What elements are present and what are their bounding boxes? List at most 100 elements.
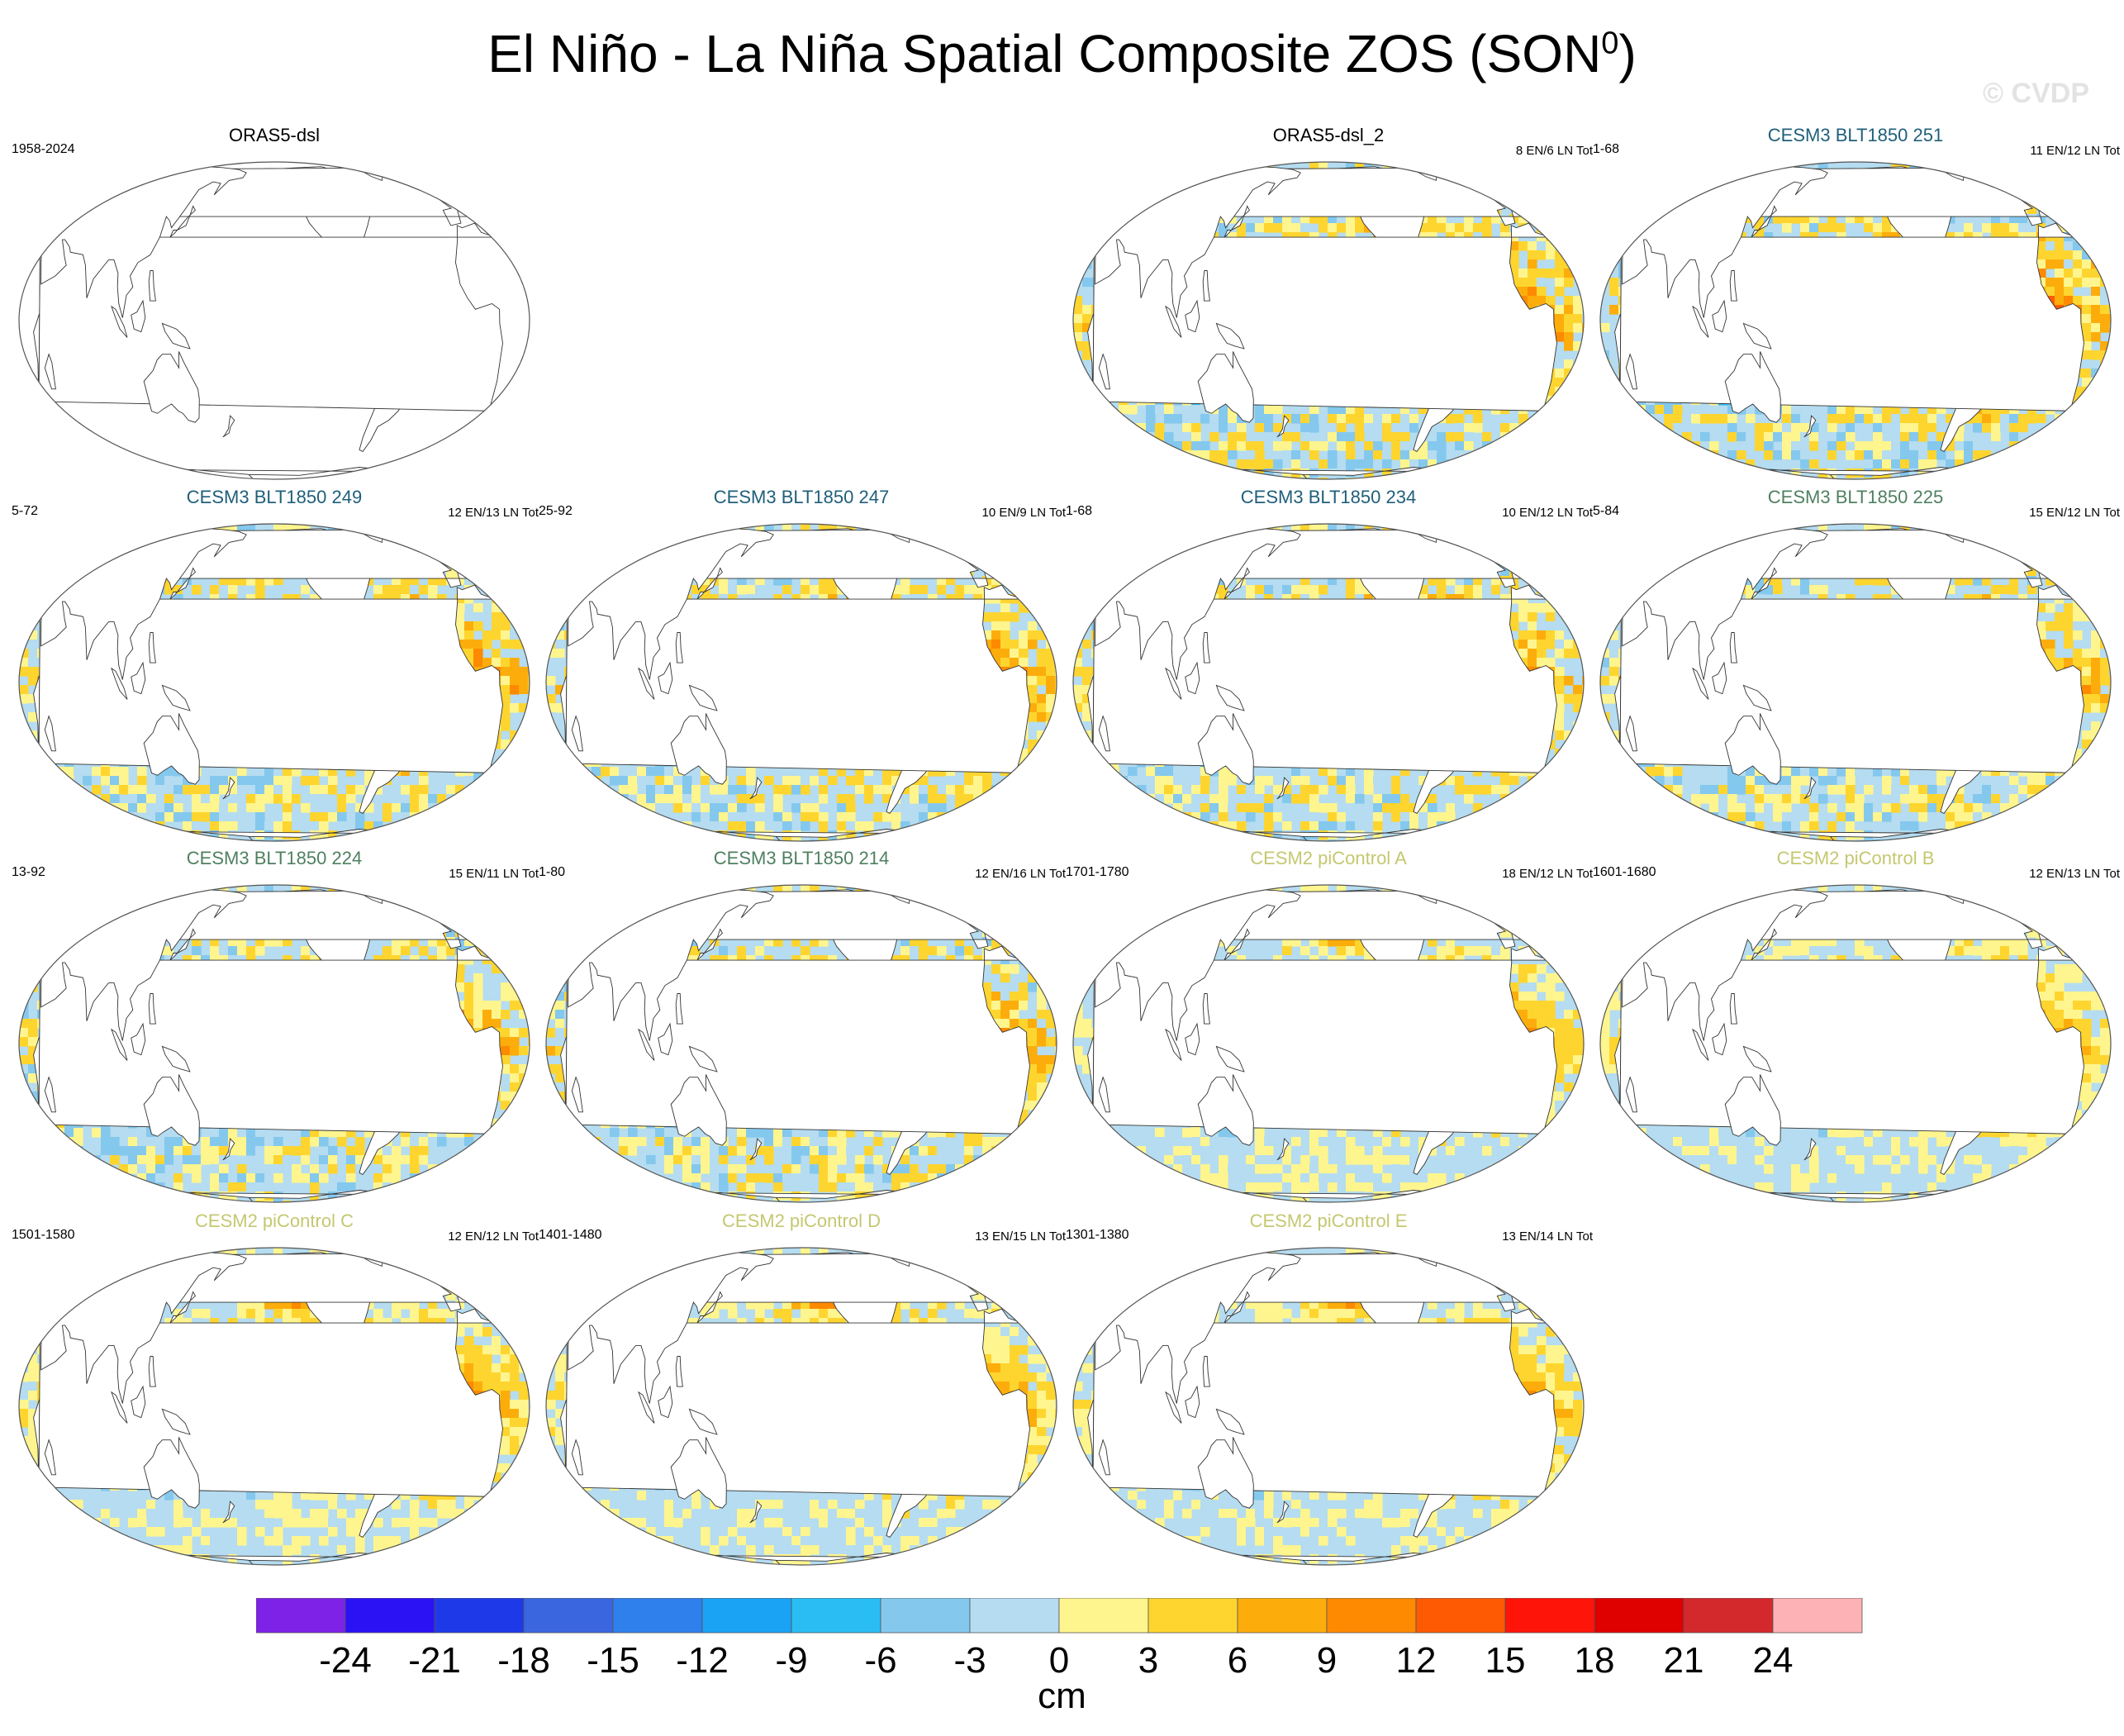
panel-period: 1701-1780 — [1066, 865, 1129, 880]
colorbar-tick-label: 12 — [1396, 1640, 1437, 1681]
map-panel: ORAS5-dsl_2 8 EN/6 LN Tot — [1064, 125, 1593, 488]
map — [18, 523, 530, 842]
colorbar-tick-label: -18 — [497, 1640, 550, 1681]
panel-title: CESM2 piControl D — [537, 1210, 1066, 1232]
panel-period: 1-68 — [1066, 504, 1092, 519]
panel-event-counts: 8 EN/6 LN Tot — [1516, 144, 1593, 158]
panel-period: 1-80 — [539, 865, 565, 880]
panel-period: 1301-1380 — [1066, 1228, 1129, 1243]
panel-title: CESM2 piControl B — [1591, 848, 2120, 869]
colorbar-tick-label: -24 — [319, 1640, 372, 1681]
colorbar-swatch — [434, 1598, 525, 1634]
map — [545, 1247, 1057, 1566]
colorbar-swatch — [1504, 1598, 1595, 1634]
map — [1072, 884, 1585, 1203]
map-panel: CESM3 BLT1850 234 1-68 10 EN/12 LN Tot — [1064, 487, 1593, 849]
map-panel: CESM3 BLT1850 249 5-72 12 EN/13 LN Tot — [10, 487, 539, 849]
map-panel: CESM3 BLT1850 214 1-80 12 EN/16 LN Tot — [537, 848, 1066, 1210]
map — [1599, 523, 2112, 842]
colorbar-tick-label: 21 — [1664, 1640, 1704, 1681]
colorbar-tick-label: 9 — [1317, 1640, 1337, 1681]
colorbar-swatch — [1594, 1598, 1684, 1634]
panel-period: 1601-1680 — [1593, 865, 1656, 880]
colorbar-swatch — [969, 1598, 1060, 1634]
map-panel: CESM2 piControl E 1301-1380 13 EN/14 LN To… — [1064, 1210, 1593, 1573]
panel-event-counts: 13 EN/15 LN Tot — [975, 1229, 1066, 1244]
title-text: El Niño - La Niña Spatial Composite ZOS … — [487, 24, 1601, 83]
panel-event-counts: 13 EN/14 LN Tot — [1502, 1229, 1593, 1244]
colorbar-tick-label: 24 — [1753, 1640, 1794, 1681]
panel-period: 5-72 — [12, 504, 38, 519]
panel-title: CESM2 piControl A — [1064, 848, 1593, 869]
panel-event-counts: 15 EN/12 LN Tot — [2029, 506, 2120, 520]
map-panel: CESM3 BLT1850 251 1-68 11 EN/12 LN Tot — [1591, 125, 2120, 488]
panel-period: 5-84 — [1593, 504, 1619, 519]
map — [1072, 523, 1585, 842]
colorbar-tick-label: 6 — [1228, 1640, 1247, 1681]
map — [18, 161, 530, 480]
colorbar-swatch — [880, 1598, 971, 1634]
map-panel: CESM3 BLT1850 247 25-92 10 EN/9 LN Tot — [537, 487, 1066, 849]
panel-title: CESM3 BLT1850 247 — [537, 487, 1066, 508]
colorbar-tick-label: -3 — [953, 1640, 986, 1681]
colorbar-tick-label: -9 — [775, 1640, 807, 1681]
panel-title: CESM3 BLT1850 225 — [1591, 487, 2120, 508]
panel-title: ORAS5-dsl — [10, 125, 539, 146]
colorbar-swatch — [701, 1598, 792, 1634]
colorbar-swatch — [1683, 1598, 1774, 1634]
colorbar-swatch — [791, 1598, 881, 1634]
colorbar-tick-label: 15 — [1485, 1640, 1526, 1681]
panel-event-counts: 18 EN/12 LN Tot — [1502, 867, 1593, 881]
colorbar-swatch — [1237, 1598, 1328, 1634]
panel-event-counts: 12 EN/13 LN Tot — [2029, 867, 2120, 881]
colorbar-swatch — [256, 1598, 346, 1634]
panel-event-counts: 12 EN/12 LN Tot — [448, 1229, 539, 1244]
colorbar-swatch — [1148, 1598, 1238, 1634]
colorbar-unit: cm — [0, 1676, 2124, 1717]
colorbar-tick-label: 0 — [1049, 1640, 1069, 1681]
colorbar-swatch — [1058, 1598, 1149, 1634]
colorbar-swatch — [344, 1598, 435, 1634]
panel-period: 1958-2024 — [12, 142, 75, 157]
panel-event-counts: 15 EN/11 LN Tot — [449, 867, 539, 881]
colorbar-swatch — [523, 1598, 614, 1634]
title-superscript: 0 — [1601, 26, 1618, 61]
panel-period: 1-68 — [1593, 142, 1619, 157]
panel-title: CESM2 piControl E — [1064, 1210, 1593, 1232]
title-close: ) — [1618, 24, 1636, 83]
figure-title: El Niño - La Niña Spatial Composite ZOS … — [0, 23, 2124, 84]
map-panel: CESM2 piControl A 1701-1780 18 EN/12 LN To… — [1064, 848, 1593, 1210]
map — [1599, 161, 2112, 480]
colorbar-swatch — [1326, 1598, 1417, 1634]
panel-period: 1501-1580 — [12, 1228, 75, 1243]
panel-title: CESM2 piControl C — [10, 1210, 539, 1232]
panel-event-counts: 11 EN/12 LN Tot — [2030, 144, 2120, 158]
panel-title: CESM3 BLT1850 234 — [1064, 487, 1593, 508]
map-panel: CESM3 BLT1850 225 5-84 15 EN/12 LN Tot — [1591, 487, 2120, 849]
panel-title: CESM3 BLT1850 249 — [10, 487, 539, 508]
colorbar-tick-label: 18 — [1575, 1640, 1615, 1681]
panel-event-counts: 10 EN/12 LN Tot — [1502, 506, 1593, 520]
panel-event-counts: 12 EN/16 LN Tot — [975, 867, 1066, 881]
map — [1599, 884, 2112, 1203]
colorbar-swatch — [1772, 1598, 1863, 1634]
panel-period: 13-92 — [12, 865, 45, 880]
map — [1072, 161, 1585, 480]
map — [1072, 1247, 1585, 1566]
panel-event-counts: 12 EN/13 LN Tot — [448, 506, 539, 520]
panel-title: ORAS5-dsl_2 — [1064, 125, 1593, 146]
map-panel: CESM2 piControl B 1601-1680 12 EN/13 LN To… — [1591, 848, 2120, 1210]
colorbar-tick-label: -15 — [587, 1640, 639, 1681]
map — [18, 884, 530, 1203]
panel-title: CESM3 BLT1850 214 — [537, 848, 1066, 869]
map — [545, 884, 1057, 1203]
map — [545, 523, 1057, 842]
panel-period: 25-92 — [539, 504, 573, 519]
panel-title: CESM3 BLT1850 224 — [10, 848, 539, 869]
map-panel: ORAS5-dsl 1958-2024 — [10, 125, 539, 488]
colorbar-tick-label: -12 — [676, 1640, 729, 1681]
colorbar-swatch — [612, 1598, 703, 1634]
map-panel: CESM3 BLT1850 224 13-92 15 EN/11 LN Tot — [10, 848, 539, 1210]
map — [18, 1247, 530, 1566]
